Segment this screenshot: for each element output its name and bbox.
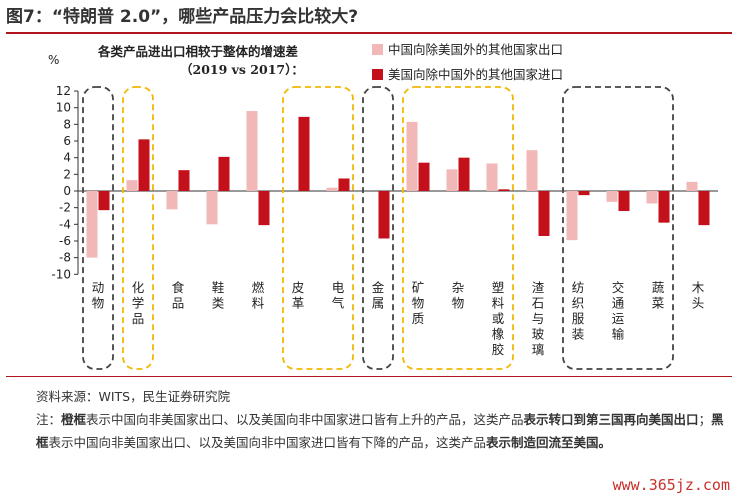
legend-label-series2: 美国向除中国外的其他国家进口 bbox=[388, 67, 563, 82]
bar-series1-11 bbox=[526, 150, 538, 191]
bar-series2-4 bbox=[258, 191, 270, 226]
bar-series2-7 bbox=[378, 191, 390, 239]
y-tick-label: -2 bbox=[59, 201, 71, 215]
chart-subtitle: （2019 vs 2017）： bbox=[180, 62, 304, 77]
category-label-7: 金属 bbox=[372, 280, 385, 311]
y-tick-label: 2 bbox=[63, 167, 71, 181]
bar-series2-15 bbox=[698, 191, 710, 226]
bar-series1-2 bbox=[166, 191, 178, 210]
note-orange-desc: 表示中国向非美国家出口、以及美国向非中国家进口皆有上升的产品，这类产品 bbox=[86, 412, 524, 427]
group-box-orange-4 bbox=[402, 86, 514, 370]
bar-series2-10 bbox=[498, 189, 510, 191]
group-box-orange-2 bbox=[282, 86, 354, 370]
bar-series2-8 bbox=[418, 162, 430, 191]
y-axis: 12 10 8 6 4 2 0 -2 -4 -6 -8 -10 bbox=[51, 84, 718, 281]
category-label-11: 渣石与玻璃 bbox=[532, 280, 545, 357]
category-label-3: 鞋类 bbox=[212, 280, 225, 311]
source-text: 资料来源：WITS，民生证券研究院 bbox=[36, 389, 231, 404]
bar-series1-8 bbox=[406, 121, 418, 191]
bar-series1-1 bbox=[126, 180, 138, 191]
category-label-15: 木头 bbox=[692, 280, 705, 311]
bar-series2-11 bbox=[538, 191, 550, 236]
figure-title: 图7：“特朗普 2.0”，哪些产品压力会比较大? bbox=[6, 2, 732, 34]
bar-series1-9 bbox=[446, 169, 458, 191]
note-black-desc: 表示中国向非美国家出口、以及美国向非中国家进口皆有下降的产品，这类产品 bbox=[48, 435, 487, 450]
bar-series1-0 bbox=[86, 191, 98, 258]
category-label-0: 动物 bbox=[92, 280, 105, 311]
bar-series1-10 bbox=[486, 163, 498, 191]
category-label-1: 化学品 bbox=[132, 280, 145, 326]
bar-series1-14 bbox=[646, 191, 658, 204]
category-label-10: 塑料或橡胶 bbox=[492, 280, 505, 357]
bar-series2-0 bbox=[98, 191, 110, 211]
bar-series2-6 bbox=[338, 178, 350, 191]
bars bbox=[86, 111, 710, 258]
y-tick-label: 4 bbox=[63, 151, 71, 165]
group-box-black-3 bbox=[362, 86, 394, 370]
category-label-2: 食品 bbox=[172, 280, 185, 311]
legend-swatch-series2 bbox=[372, 69, 383, 80]
bar-series1-13 bbox=[606, 191, 618, 202]
bar-series2-2 bbox=[178, 170, 190, 191]
category-label-8: 矿物质 bbox=[412, 280, 425, 326]
bar-series2-12 bbox=[578, 191, 590, 196]
note-orange-box: 橙框 bbox=[61, 412, 87, 427]
bar-series2-14 bbox=[658, 191, 670, 223]
watermark: www.365jz.com bbox=[612, 476, 730, 494]
note-separator: ； bbox=[698, 412, 712, 427]
note-prefix: 注： bbox=[36, 412, 62, 427]
note-orange-meaning: 表示转口到第三国再向美国出口 bbox=[523, 412, 699, 427]
bar-series1-3 bbox=[206, 191, 218, 225]
category-label-13: 交通运输 bbox=[612, 280, 625, 342]
category-label-12: 纺织服装 bbox=[572, 280, 585, 342]
bar-series2-1 bbox=[138, 139, 150, 191]
y-tick-label: -8 bbox=[59, 251, 71, 265]
y-tick-label: 8 bbox=[63, 117, 71, 131]
bar-series1-12 bbox=[566, 191, 578, 241]
bar-series1-15 bbox=[686, 181, 698, 191]
note-black-box: 黑框 bbox=[36, 412, 724, 450]
y-tick-label: -6 bbox=[59, 234, 71, 248]
footer-divider bbox=[6, 376, 732, 377]
y-tick-label: 12 bbox=[56, 84, 71, 98]
category-label-5: 皮革 bbox=[292, 280, 305, 311]
bar-series2-13 bbox=[618, 191, 630, 211]
bar-chart: 各类产品进出口相较于整体的增速差 （2019 vs 2017）： % 中国向除美… bbox=[48, 42, 718, 370]
category-label-9: 杂物 bbox=[452, 280, 465, 311]
bar-series2-9 bbox=[458, 157, 470, 191]
bar-series1-4 bbox=[246, 111, 258, 191]
note-black-meaning: 表示制造回流至美国。 bbox=[486, 435, 612, 450]
legend-swatch-series1 bbox=[372, 44, 383, 55]
category-label-6: 电气 bbox=[332, 280, 345, 311]
category-label-4: 燃料 bbox=[252, 280, 265, 311]
y-tick-label: 10 bbox=[56, 101, 71, 115]
bar-series1-6 bbox=[326, 187, 338, 191]
legend-label-series1: 中国向除美国外的其他国家出口 bbox=[388, 42, 563, 57]
y-tick-label: -4 bbox=[59, 217, 71, 231]
legend: 中国向除美国外的其他国家出口 美国向除中国外的其他国家进口 bbox=[372, 42, 563, 82]
y-tick-label: -10 bbox=[51, 267, 71, 281]
y-axis-label: % bbox=[48, 53, 59, 67]
group-box-black-0 bbox=[82, 86, 114, 370]
y-tick-label: 0 bbox=[63, 184, 71, 198]
group-boxes bbox=[82, 86, 674, 370]
group-box-black-5 bbox=[562, 86, 674, 370]
category-label-14: 蔬菜 bbox=[652, 280, 665, 311]
bar-series2-5 bbox=[298, 116, 310, 191]
note-text: 注：橙框表示中国向非美国家出口、以及美国向非中国家进口皆有上升的产品，这类产品表… bbox=[36, 408, 730, 454]
bar-series2-3 bbox=[218, 156, 230, 191]
group-box-orange-1 bbox=[122, 86, 154, 370]
y-tick-label: 6 bbox=[63, 134, 71, 148]
chart-title: 各类产品进出口相较于整体的增速差 bbox=[97, 44, 298, 59]
